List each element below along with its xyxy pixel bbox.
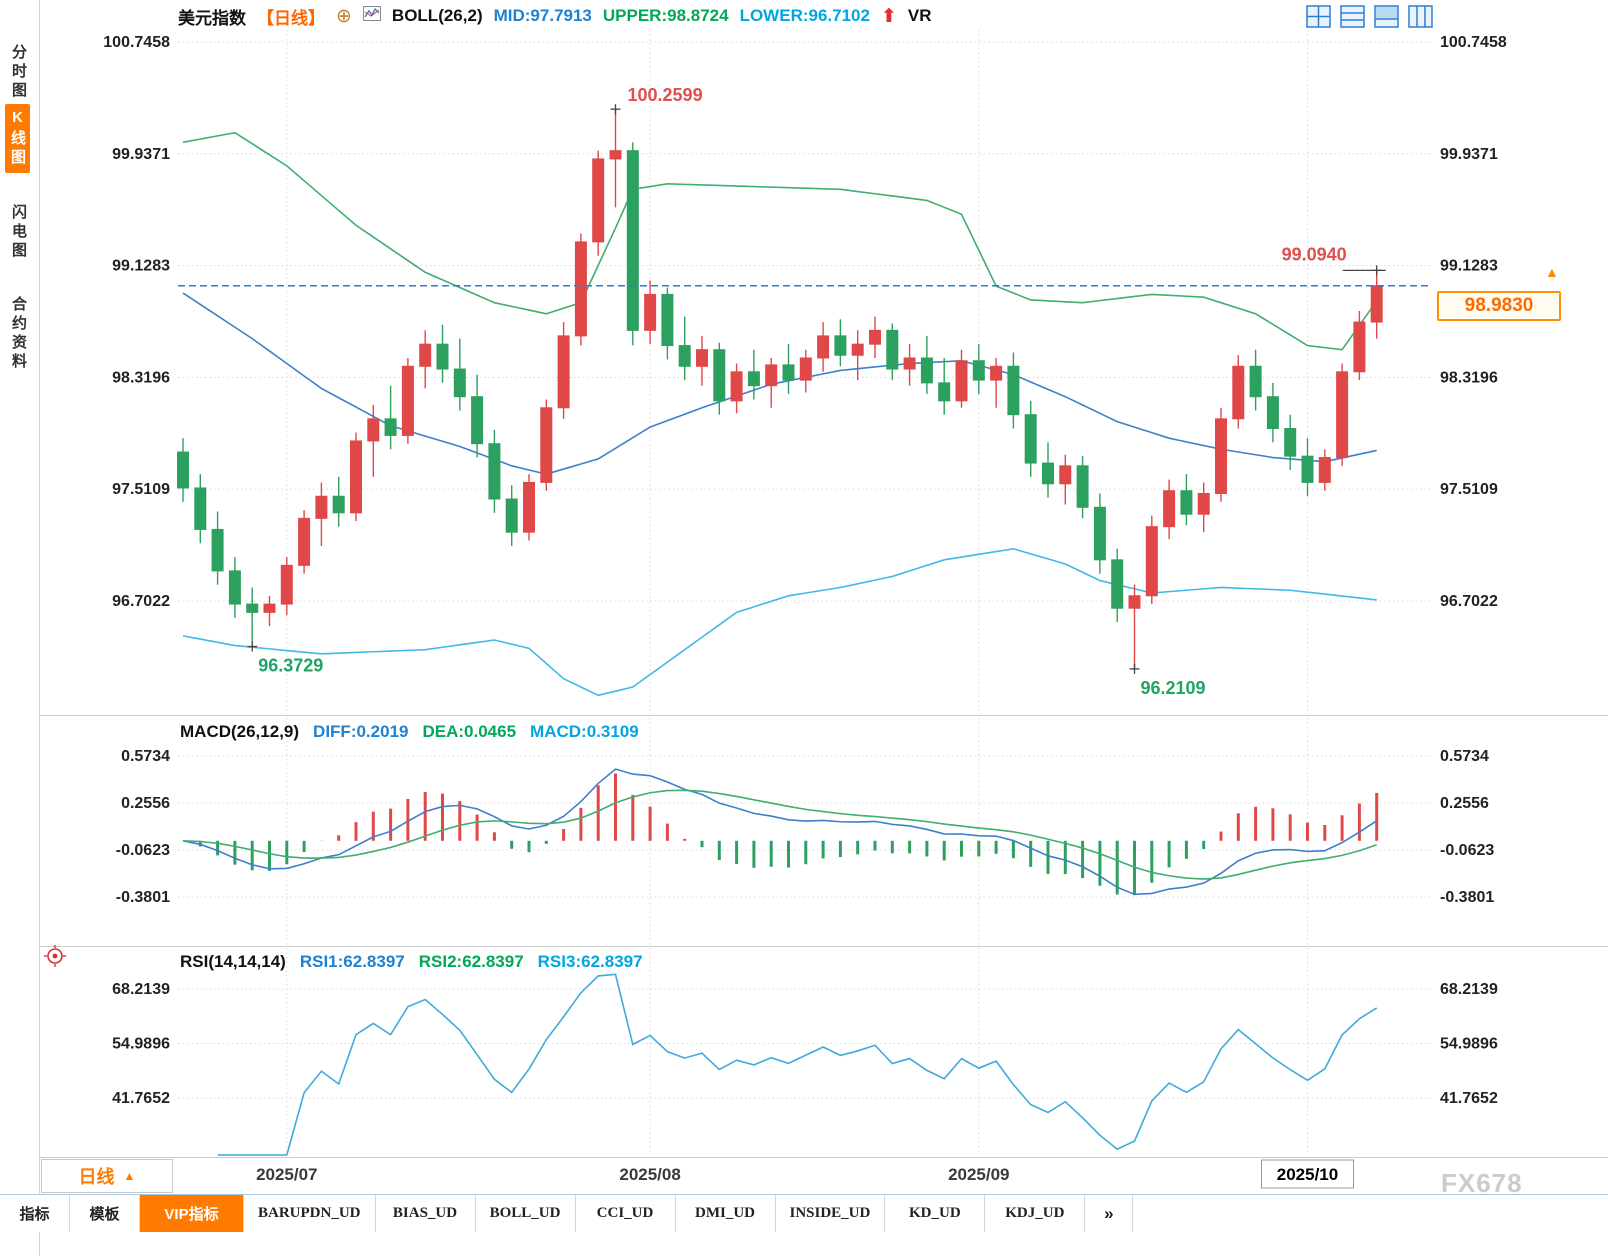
boll-mid-value: MID:97.7913 xyxy=(493,6,592,25)
boll-indicator-label: BOLL(26,2) xyxy=(391,6,483,25)
svg-text:68.2139: 68.2139 xyxy=(1440,981,1498,998)
tab-indicators[interactable]: 指标 xyxy=(0,1195,70,1232)
boll-upper-value: UPPER:98.8724 xyxy=(602,6,729,25)
svg-text:54.9896: 54.9896 xyxy=(112,1035,170,1052)
indicator-marker-icon[interactable] xyxy=(44,945,66,972)
layout-main-sub-icon[interactable] xyxy=(1374,5,1399,28)
indicator-tab-bar: 指标 模板 VIP指标 BARUPDN_UD BIAS_UD BOLL_UD C… xyxy=(0,1194,1608,1232)
svg-text:96.7022: 96.7022 xyxy=(1440,593,1498,610)
svg-text:54.9896: 54.9896 xyxy=(1440,1035,1498,1052)
svg-text:100.2599: 100.2599 xyxy=(628,85,703,105)
rsi2-value: RSI2:62.8397 xyxy=(418,952,524,971)
svg-text:99.9371: 99.9371 xyxy=(1440,146,1498,163)
symbol-name: 美元指数 xyxy=(178,8,246,28)
svg-text:0.5734: 0.5734 xyxy=(121,748,170,765)
tab-barupdn-ud[interactable]: BARUPDN_UD xyxy=(244,1195,376,1232)
tab-kdj-ud[interactable]: KDJ_UD xyxy=(985,1195,1086,1232)
tab-dmi-ud[interactable]: DMI_UD xyxy=(676,1195,776,1232)
svg-text:-0.3801: -0.3801 xyxy=(116,889,170,906)
rsi1-value: RSI1:62.8397 xyxy=(299,952,405,971)
rsi3-value: RSI3:62.8397 xyxy=(537,952,643,971)
tab-vip-indicators[interactable]: VIP指标 xyxy=(140,1195,244,1232)
svg-text:2025/08: 2025/08 xyxy=(619,1165,680,1184)
svg-text:98.3196: 98.3196 xyxy=(1440,369,1498,386)
macd-diff-value: DIFF:0.2019 xyxy=(313,722,409,741)
period-selector-label: 日线 xyxy=(78,1167,115,1187)
svg-text:97.5109: 97.5109 xyxy=(1440,481,1498,498)
svg-text:41.7652: 41.7652 xyxy=(112,1090,170,1107)
macd-dea-value: DEA:0.0465 xyxy=(422,722,517,741)
svg-text:0.2556: 0.2556 xyxy=(1440,795,1489,812)
dropdown-arrow-icon: ▲ xyxy=(123,1169,136,1183)
tab-templates[interactable]: 模板 xyxy=(70,1195,140,1232)
sidebar-item-kline-chart[interactable]: K线图 xyxy=(5,104,30,173)
svg-text:96.3729: 96.3729 xyxy=(258,656,323,676)
tab-more-chevron[interactable]: » xyxy=(1085,1195,1134,1232)
layout-quad-icon[interactable] xyxy=(1306,5,1331,28)
boll-lower-value: LOWER:96.7102 xyxy=(739,6,870,25)
boll-mini-icon xyxy=(362,6,381,26)
svg-text:2025/10: 2025/10 xyxy=(1277,1165,1338,1184)
price-up-triangle-icon: ▲ xyxy=(1545,264,1559,280)
sidebar-item-flash-chart[interactable]: 闪电图 xyxy=(10,204,27,261)
svg-text:99.0940: 99.0940 xyxy=(1282,244,1347,264)
svg-text:-0.0623: -0.0623 xyxy=(1440,842,1494,859)
svg-text:96.7022: 96.7022 xyxy=(112,593,170,610)
svg-text:98.3196: 98.3196 xyxy=(112,369,170,386)
svg-text:100.7458: 100.7458 xyxy=(103,34,170,51)
add-indicator-icon[interactable]: ⊕ xyxy=(336,5,352,27)
tab-cci-ud[interactable]: CCI_UD xyxy=(576,1195,676,1232)
rsi-title: RSI(14,14,14) xyxy=(180,952,286,971)
layout-cols-icon[interactable] xyxy=(1408,5,1433,28)
macd-value: MACD:0.3109 xyxy=(530,722,639,741)
tab-inside-ud[interactable]: INSIDE_UD xyxy=(776,1195,886,1232)
svg-text:0.2556: 0.2556 xyxy=(121,795,170,812)
svg-text:68.2139: 68.2139 xyxy=(112,981,170,998)
svg-text:99.1283: 99.1283 xyxy=(1440,258,1498,275)
svg-text:99.9371: 99.9371 xyxy=(112,146,170,163)
period-selector-button[interactable]: 日线 ▲ xyxy=(41,1159,173,1193)
last-price-badge: 98.9830 xyxy=(1437,291,1561,321)
svg-text:0.5734: 0.5734 xyxy=(1440,748,1489,765)
macd-panel-header: MACD(26,12,9) DIFF:0.2019 DEA:0.0465 MAC… xyxy=(180,722,639,742)
up-arrow-icon: ⬆ xyxy=(880,5,897,27)
chart-header: 美元指数 【日线】 ⊕ BOLL(26,2) MID:97.7913 UPPER… xyxy=(178,4,932,28)
rsi-panel-header: RSI(14,14,14) RSI1:62.8397 RSI2:62.8397 … xyxy=(180,952,643,972)
svg-text:-0.3801: -0.3801 xyxy=(1440,889,1494,906)
left-sidebar: 分时图 K线图 闪电图 合约资料 xyxy=(0,0,40,1256)
svg-text:96.2109: 96.2109 xyxy=(1141,678,1206,698)
svg-text:99.1283: 99.1283 xyxy=(112,258,170,275)
tab-kd-ud[interactable]: KD_UD xyxy=(885,1195,986,1232)
sidebar-item-time-chart[interactable]: 分时图 xyxy=(10,44,27,101)
layout-rows-icon[interactable] xyxy=(1340,5,1365,28)
brand-watermark: FX678 xyxy=(1441,1168,1523,1198)
svg-text:2025/09: 2025/09 xyxy=(948,1165,1009,1184)
svg-text:100.7458: 100.7458 xyxy=(1440,34,1507,51)
period-tag[interactable]: 【日线】 xyxy=(257,8,325,28)
chart-layout-toolbar xyxy=(1306,5,1433,28)
tab-boll-ud[interactable]: BOLL_UD xyxy=(476,1195,576,1232)
svg-text:41.7652: 41.7652 xyxy=(1440,1090,1498,1107)
macd-title: MACD(26,12,9) xyxy=(180,722,300,741)
svg-text:-0.0623: -0.0623 xyxy=(116,842,170,859)
tab-bias-ud[interactable]: BIAS_UD xyxy=(376,1195,476,1232)
svg-text:97.5109: 97.5109 xyxy=(112,481,170,498)
svg-text:2025/07: 2025/07 xyxy=(256,1165,317,1184)
sidebar-item-contract-info[interactable]: 合约资料 xyxy=(10,296,27,372)
vr-label: VR xyxy=(907,6,932,25)
